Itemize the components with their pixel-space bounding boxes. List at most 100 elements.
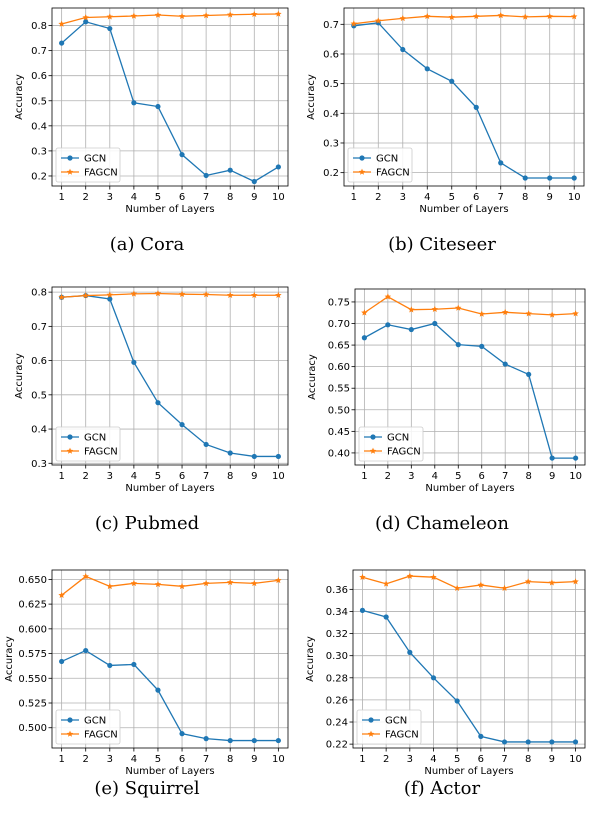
data-point-gcn <box>179 152 185 158</box>
x-tick-label: 8 <box>227 471 233 482</box>
legend-label-fagcn: FAGCN <box>376 168 410 179</box>
y-tick-label: 0.3 <box>323 138 339 149</box>
x-tick-label: 6 <box>473 192 479 203</box>
legend-label-fagcn: FAGCN <box>84 730 118 741</box>
x-tick-label: 1 <box>58 471 64 482</box>
data-point-fagcn <box>251 291 258 298</box>
x-axis-label: Number of Layers <box>424 766 513 777</box>
data-point-fagcn <box>178 582 186 590</box>
x-tick-label: 6 <box>478 754 484 765</box>
y-axis-label: Accuracy <box>307 354 318 400</box>
data-point-gcn <box>227 450 233 456</box>
chart-caption: (a) Cora <box>109 234 185 255</box>
series-line-gcn <box>61 21 279 183</box>
x-tick-label: 10 <box>272 471 285 482</box>
legend-label-fagcn: FAGCN <box>385 730 419 741</box>
y-tick-label: 0.575 <box>18 649 47 660</box>
data-point-fagcn <box>570 13 578 20</box>
y-tick-label: 0.4 <box>31 425 47 436</box>
data-point-gcn <box>473 104 479 110</box>
x-tick-label: 7 <box>203 754 209 765</box>
legend-label-fagcn: FAGCN <box>84 168 118 179</box>
y-tick-label: 0.500 <box>18 723 47 734</box>
x-tick-label: 5 <box>454 754 460 765</box>
y-axis-label: Accuracy <box>305 636 316 682</box>
y-tick-label: 0.70 <box>328 319 350 330</box>
y-tick-label: 0.34 <box>326 607 348 618</box>
line-chart-citeseer: 1 2 3 4 5 6 7 8 9 10 0.2 0.3 0.4 0.5 0.6 0.7 Number of L… <box>306 7 585 215</box>
data-point-fagcn <box>453 584 461 591</box>
x-tick-label: 4 <box>131 754 137 765</box>
data-point-fagcn <box>359 573 366 580</box>
series-line-fagcn <box>364 295 576 316</box>
y-axis-label: Accuracy <box>14 74 25 120</box>
legend-label-fagcn: FAGCN <box>387 447 421 458</box>
chart-panel-actor: 1 2 3 4 5 6 7 8 9 10 0.22 0.24 0.26 0.28 0.30 0.32 0.34 0… <box>295 562 589 833</box>
plot-frame <box>51 286 289 466</box>
data-point-gcn <box>131 359 137 365</box>
x-tick-label: 9 <box>251 754 257 765</box>
x-tick-label: 1 <box>359 754 365 765</box>
data-point-fagcn <box>106 13 114 20</box>
x-tick-label: 9 <box>251 192 257 203</box>
data-point-fagcn <box>202 579 210 587</box>
data-point-gcn <box>203 172 209 179</box>
y-tick-label: 0.6 <box>31 356 47 367</box>
y-tick-label: 0.60 <box>328 362 350 373</box>
chart-panel-cora: 1 2 3 4 5 6 7 8 9 10 0.2 0.3 0.4 0.5 0.6 0.7 0.8 Number o… <box>0 0 294 271</box>
y-tick-label: 0.2 <box>31 171 47 182</box>
data-point-fagcn <box>548 311 556 318</box>
plot-frame <box>51 7 289 187</box>
series-line-gcn <box>362 609 576 743</box>
data-point-fagcn <box>501 584 508 591</box>
legend-label-fagcn: FAGCN <box>84 447 118 458</box>
series-line-gcn <box>61 649 279 742</box>
data-point-gcn <box>107 296 113 302</box>
legend-label-gcn: GCN <box>84 433 106 444</box>
data-point-fagcn <box>58 293 65 301</box>
data-point-gcn <box>155 103 161 110</box>
data-point-fagcn <box>448 13 455 20</box>
data-point-gcn <box>385 322 391 328</box>
data-point-gcn <box>455 342 461 348</box>
data-point-gcn <box>227 167 233 173</box>
data-point-fagcn <box>275 291 282 298</box>
x-tick-label: 1 <box>58 754 64 765</box>
chart-caption: (b) Citeseer <box>388 234 496 255</box>
plot-frame <box>352 569 586 749</box>
data-point-gcn <box>83 647 89 654</box>
line-chart-pubmed: 1 2 3 4 5 6 7 8 9 10 0.3 0.4 0.5 0.6 0.7 0.8 Number of L… <box>14 286 289 494</box>
y-tick-label: 0.22 <box>326 740 348 751</box>
data-point-gcn <box>275 737 281 744</box>
y-tick-label: 0.6 <box>323 49 339 60</box>
data-point-gcn <box>478 733 484 739</box>
data-point-fagcn <box>275 576 282 584</box>
data-point-gcn <box>251 737 257 744</box>
x-tick-label: 10 <box>569 471 582 482</box>
x-tick-label: 1 <box>361 471 367 482</box>
plot-frame <box>51 569 289 749</box>
y-axis-label: Accuracy <box>4 636 15 682</box>
x-tick-label: 10 <box>272 754 285 765</box>
data-point-gcn <box>83 19 89 25</box>
x-tick-label: 3 <box>107 471 113 482</box>
legend: GCN FAGCN <box>55 147 121 183</box>
legend: GCN FAGCN <box>356 709 422 745</box>
data-point-fagcn <box>251 10 258 18</box>
data-point-fagcn <box>399 14 407 22</box>
data-point-fagcn <box>406 572 414 579</box>
data-point-fagcn <box>546 12 553 20</box>
x-tick-label: 5 <box>155 754 161 765</box>
data-point-fagcn <box>521 13 529 20</box>
legend: GCN FAGCN <box>358 426 424 462</box>
x-tick-label: 3 <box>400 192 406 203</box>
chart-caption: (d) Chameleon <box>375 513 509 534</box>
legend: GCN FAGCN <box>55 709 121 745</box>
data-point-fagcn <box>501 308 509 316</box>
chart-caption: (e) Squirrel <box>94 778 200 799</box>
legend-marker-fagcn <box>358 168 366 175</box>
data-point-gcn <box>59 658 65 665</box>
series-line-fagcn <box>61 13 279 25</box>
x-tick-label: 4 <box>131 192 137 203</box>
legend-marker-gcn <box>67 434 73 440</box>
